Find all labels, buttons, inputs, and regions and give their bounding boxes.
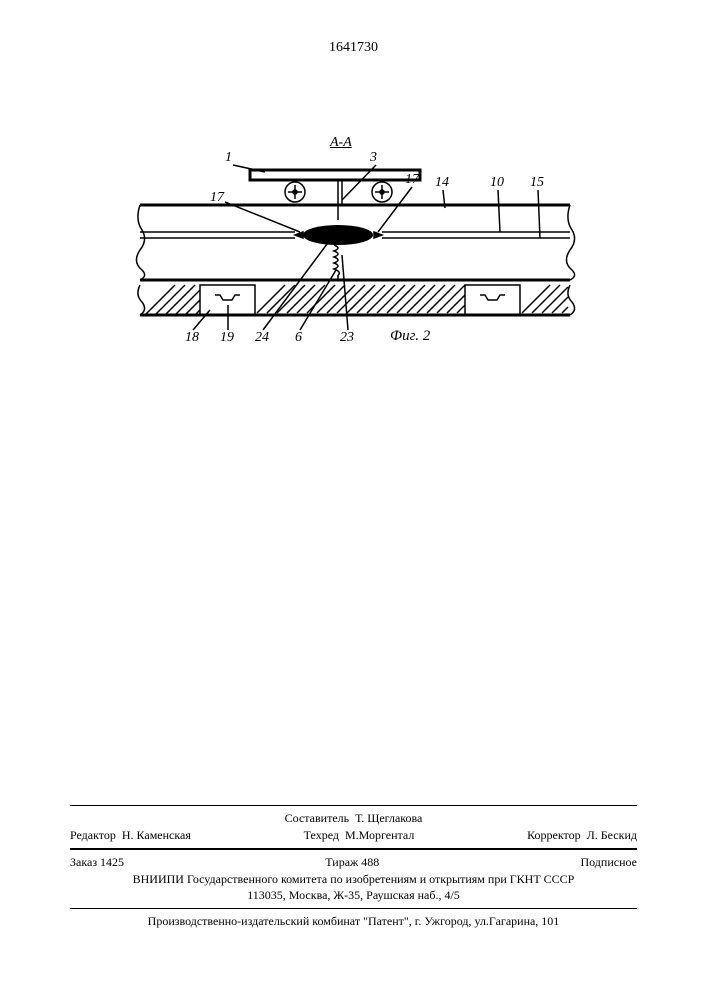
compiler-label: Составитель [285,811,349,825]
subscription: Подписное [580,854,637,871]
figure-2: А-А 1 3 17 17 14 10 15 18 19 24 6 23 Фиг… [120,150,590,400]
editor-label: Редактор [70,828,116,842]
compiler-name: Т. Щеглакова [355,811,422,825]
ref-6: 6 [295,330,302,346]
ref-23: 23 [340,330,354,346]
ref-3: 3 [370,150,377,166]
ref-19: 19 [220,330,234,346]
ref-14: 14 [435,175,449,191]
section-label: А-А [330,135,352,151]
ref-10: 10 [490,175,504,191]
techred-label: Техред [304,828,339,842]
figure-caption: Фиг. 2 [390,328,430,345]
corrector-name: Л. Бескид [587,828,637,842]
ref-18: 18 [185,330,199,346]
technical-drawing [120,150,590,350]
editor-name: Н. Каменская [122,828,191,842]
credits-block: Составитель Т. Щеглакова Редактор Н. Кам… [70,801,637,930]
ref-17b: 17 [405,172,419,188]
techred-name: М.Моргентал [345,828,414,842]
tirage: Тираж 488 [325,854,379,871]
ref-17a: 17 [210,190,224,206]
order-number: Заказ 1425 [70,854,124,871]
ref-1: 1 [225,150,232,166]
corrector-label: Корректор [527,828,581,842]
ref-24: 24 [255,330,269,346]
patent-number: 1641730 [329,40,378,56]
org-line2: 113035, Москва, Ж-35, Раушская наб., 4/5 [70,887,637,904]
printer-line: Производственно-издательский комбинат "П… [70,913,637,930]
ref-15: 15 [530,175,544,191]
org-line1: ВНИИПИ Государственного комитета по изоб… [70,871,637,888]
